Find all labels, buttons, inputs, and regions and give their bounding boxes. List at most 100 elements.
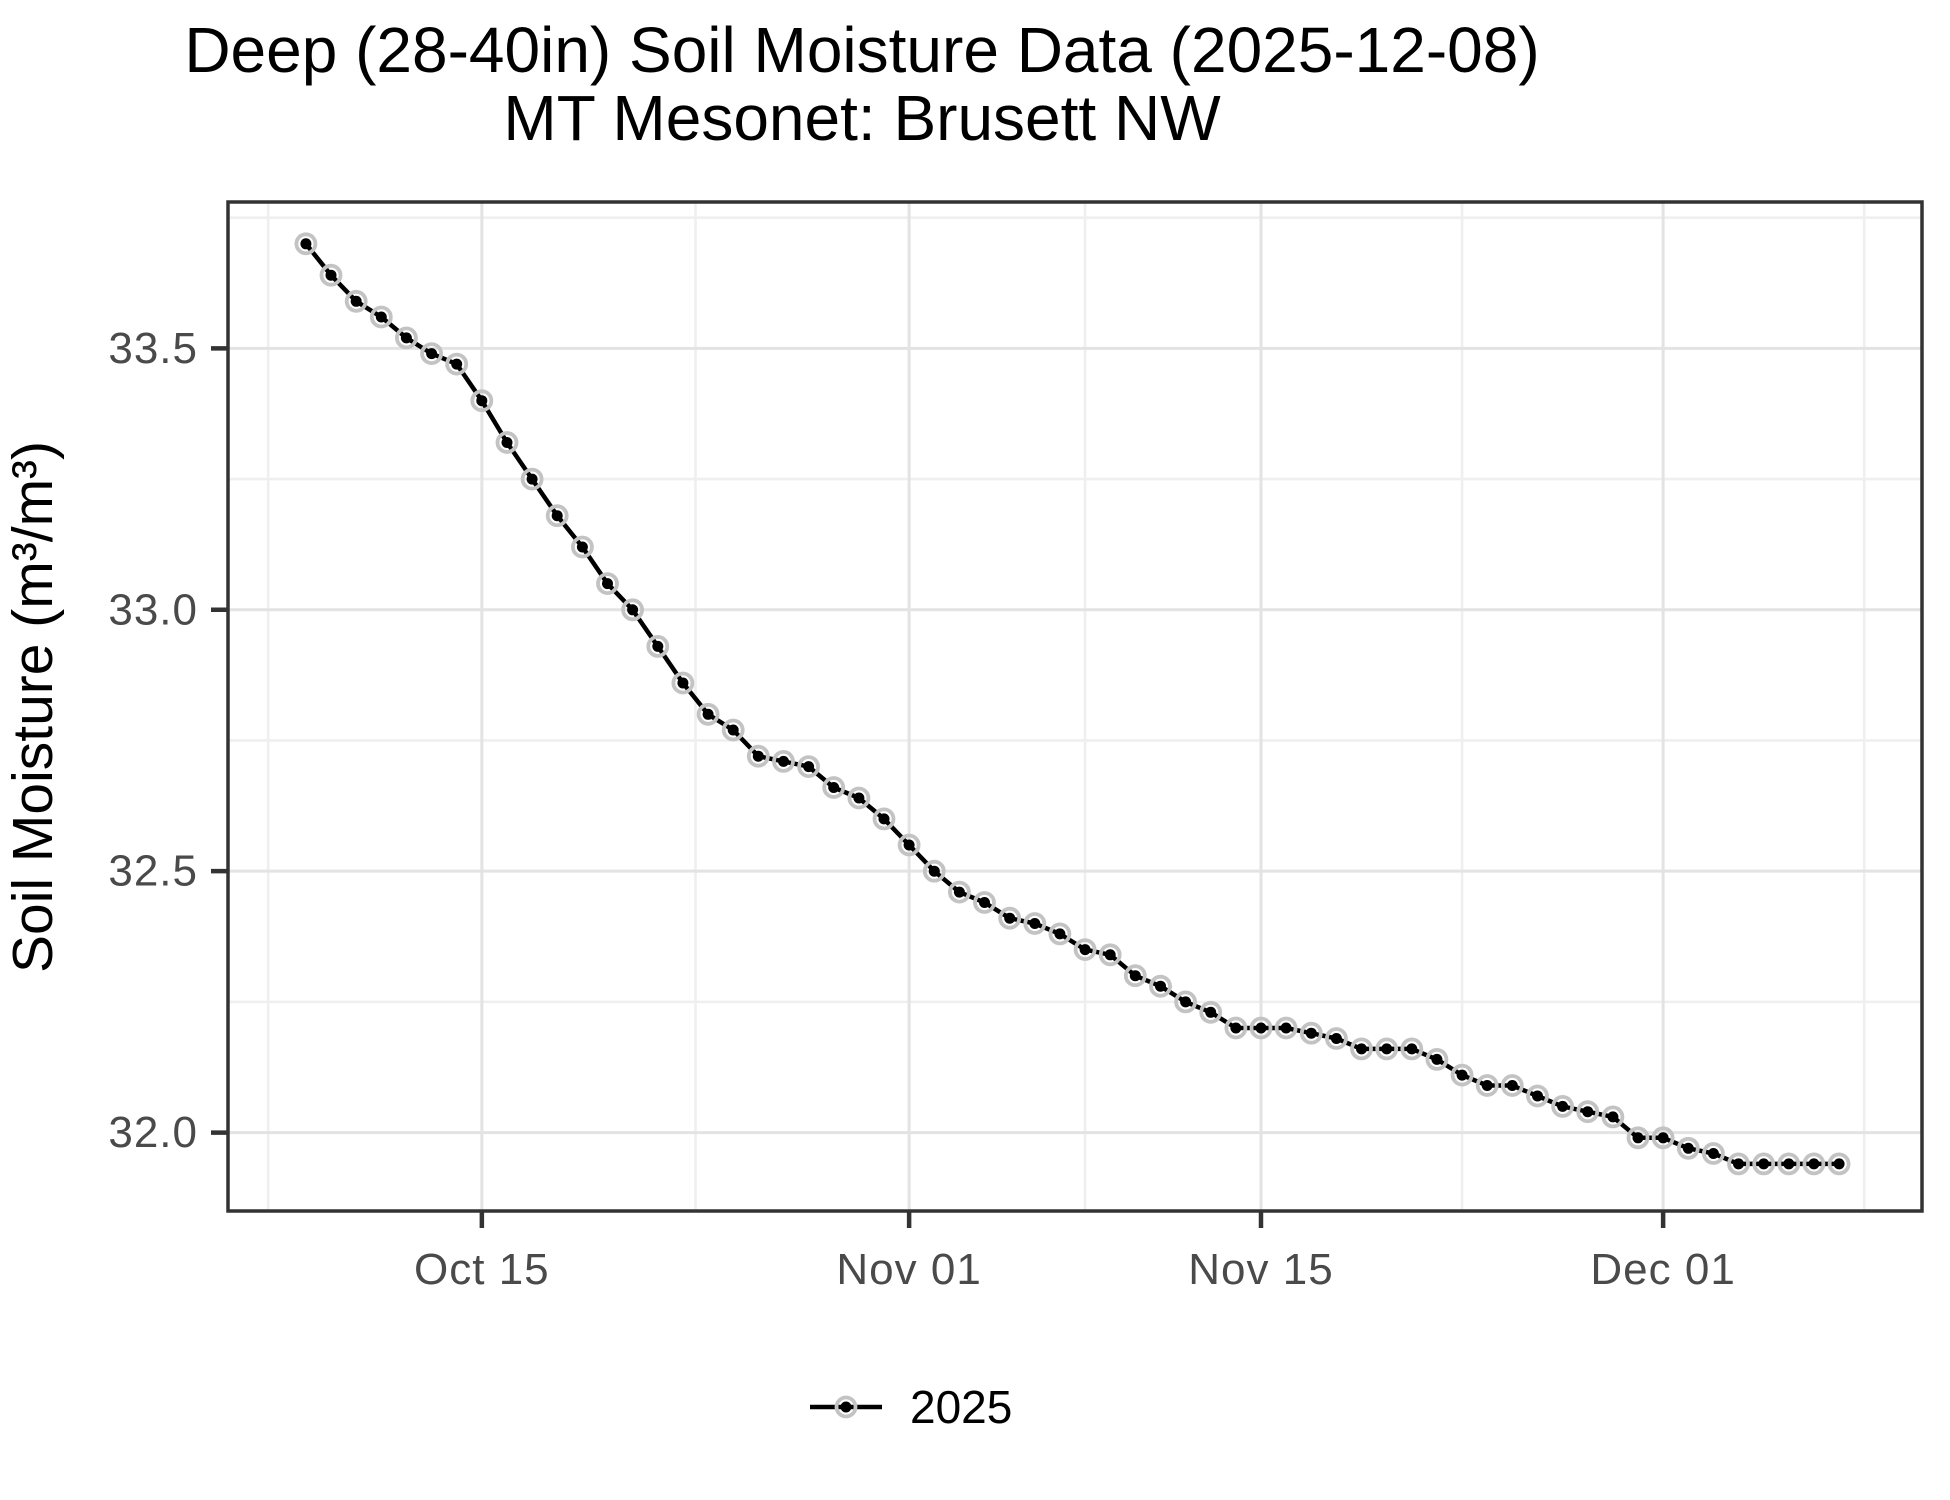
data-point-halo: [1702, 1142, 1725, 1165]
data-point: [1833, 1158, 1845, 1170]
data-point-halo: [1325, 1027, 1348, 1050]
data-point: [1532, 1090, 1543, 1102]
x-tick-label: Oct 15: [414, 1245, 550, 1294]
data-point-halo: [1727, 1152, 1750, 1176]
data-point: [1029, 918, 1041, 929]
data-point: [325, 269, 337, 281]
data-point: [1707, 1148, 1719, 1159]
data-point: [1783, 1158, 1795, 1170]
data-point: [1657, 1132, 1669, 1144]
data-point-halo: [1425, 1048, 1449, 1071]
data-point-halo: [1626, 1126, 1650, 1150]
data-point: [928, 865, 940, 877]
data-point-halo: [1450, 1063, 1474, 1087]
data-point-halo: [1576, 1100, 1600, 1124]
data-point-halo: [721, 718, 745, 742]
data-point-halo: [696, 702, 720, 726]
data-point-halo: [746, 744, 770, 768]
data-point-halo: [369, 305, 393, 329]
data-point-halo: [1299, 1021, 1323, 1045]
chart-subtitle: MT Mesonet: Brusett NW: [503, 82, 1221, 154]
data-point-halo: [948, 880, 971, 904]
data-point-halo: [646, 635, 670, 658]
data-point: [752, 750, 764, 762]
data-point: [1682, 1142, 1694, 1154]
data-point: [1381, 1043, 1393, 1055]
legend: 2025: [810, 1381, 1012, 1433]
data-point: [778, 755, 789, 767]
data-point: [1205, 1006, 1217, 1018]
data-point-halo: [294, 232, 318, 256]
data-point: [677, 677, 689, 689]
plot-area: Oct 15 Nov 01 Nov 15 Dec 01 33.5 33.0 32.5 32.0: [108, 200, 1924, 1294]
data-point-halo: [319, 263, 343, 287]
data-point-halo: [1651, 1126, 1675, 1150]
data-point: [652, 640, 664, 652]
data-point: [828, 782, 840, 793]
data-point-halo: [1224, 1016, 1248, 1040]
data-point-halo: [1827, 1152, 1851, 1176]
data-point-halo: [394, 326, 418, 350]
data-point: [1607, 1111, 1619, 1123]
data-point: [1230, 1022, 1242, 1034]
data-point-halo: [1601, 1105, 1625, 1129]
data-point: [476, 395, 488, 407]
data-point-halo: [1500, 1074, 1524, 1097]
data-point: [1632, 1132, 1644, 1144]
data-point: [1758, 1158, 1770, 1170]
data-point-halo: [1802, 1152, 1826, 1176]
data-point-halo: [445, 352, 469, 376]
data-point: [953, 886, 965, 898]
data-point: [1155, 980, 1166, 992]
data-point-halo: [1174, 990, 1197, 1014]
data-point-halo: [1551, 1095, 1574, 1118]
data-point-halo: [420, 342, 444, 366]
data-point-halo: [344, 289, 368, 313]
legend-key-dot: [840, 1401, 852, 1413]
data-point: [1506, 1080, 1518, 1091]
x-tick-label: Nov 15: [1188, 1245, 1333, 1294]
data-point: [1305, 1027, 1317, 1039]
data-point-halo: [1350, 1037, 1373, 1061]
data-point: [426, 348, 438, 360]
y-tick-label: 33.0: [108, 585, 198, 634]
data-point: [903, 839, 915, 851]
data-point: [501, 437, 513, 448]
data-point: [702, 708, 714, 720]
data-point-halo: [772, 750, 795, 773]
data-point: [1582, 1106, 1594, 1118]
panel-background: [228, 202, 1922, 1211]
data-point-halo: [1098, 943, 1122, 967]
y-axis-title: Soil Moisture (m³/m³): [1, 441, 65, 973]
data-point: [1733, 1158, 1744, 1170]
data-point: [1129, 970, 1141, 982]
data-point-halo: [671, 671, 695, 695]
data-point: [300, 238, 312, 250]
data-point: [451, 358, 463, 370]
data-point: [1180, 996, 1192, 1008]
data-point: [526, 473, 538, 485]
data-point: [375, 311, 387, 323]
data-point: [1004, 912, 1016, 924]
data-point: [1330, 1033, 1342, 1044]
data-point: [1356, 1043, 1367, 1055]
data-point-halo: [822, 776, 846, 799]
data-point-halo: [571, 535, 594, 559]
data-point: [1104, 949, 1116, 961]
data-point-halo: [872, 807, 896, 831]
x-tick-label: Nov 01: [836, 1245, 981, 1294]
data-point: [1079, 944, 1091, 956]
data-point: [979, 897, 990, 908]
data-point: [853, 792, 865, 804]
data-point: [627, 604, 639, 616]
data-point-halo: [1073, 938, 1097, 961]
data-point: [602, 578, 613, 590]
data-point-halo: [1249, 1016, 1273, 1040]
data-point: [1456, 1069, 1468, 1081]
data-point-halo: [847, 786, 871, 810]
data-point-halo: [545, 504, 569, 528]
data-point-halo: [1777, 1152, 1801, 1176]
data-point-halo: [797, 755, 820, 778]
data-point-halo: [1752, 1152, 1776, 1176]
